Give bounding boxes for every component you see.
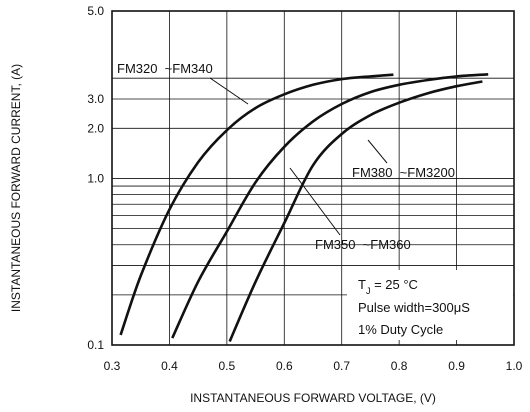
plot-frame <box>111 10 515 346</box>
curve-fm380-fm3200 <box>228 80 483 343</box>
y-tick-label: 3.0 <box>87 92 104 106</box>
y-tick-label: 1.0 <box>87 171 104 185</box>
curve-layer <box>119 73 489 343</box>
x-tick-label: 0.7 <box>333 359 350 373</box>
grid-lines <box>112 11 514 345</box>
y-tick-label: 2.0 <box>87 121 104 135</box>
x-axis-label: INSTANTANEOUS FORWARD VOLTAGE, (V) <box>190 391 436 405</box>
label-fm350-fm360: FM350 ~FM360 <box>315 237 411 252</box>
y-tick-label: 0.1 <box>87 338 104 352</box>
x-tick-label: 0.3 <box>104 359 121 373</box>
tick-labels: 0.3 0.4 0.5 0.6 0.7 0.8 0.9 1.0 0.1 1.0 2.0 3.0 5.0 <box>87 4 522 373</box>
condition-temperature: TJ = 25 °C <box>358 277 418 296</box>
curve-fm350-fm360 <box>171 73 489 339</box>
x-tick-label: 0.8 <box>391 359 408 373</box>
label-leader-line <box>367 139 388 164</box>
y-tick-label: 5.0 <box>87 4 104 18</box>
condition-duty-cycle: 1% Duty Cycle <box>358 322 443 337</box>
conditions-box <box>347 270 513 340</box>
label-leader-line <box>209 77 249 105</box>
x-tick-label: 0.5 <box>219 359 236 373</box>
x-tick-label: 0.6 <box>276 359 293 373</box>
label-leader-line <box>289 167 341 236</box>
condition-pulse-width: Pulse width=300μS <box>358 300 470 315</box>
leader-lines <box>209 77 388 236</box>
y-axis-label: INSTANTANEOUS FORWARD CURRENT, (A) <box>9 64 23 312</box>
x-tick-label: 0.9 <box>448 359 465 373</box>
x-tick-label: 1.0 <box>506 359 523 373</box>
x-tick-label: 0.4 <box>161 359 178 373</box>
curve-fm320-fm340 <box>119 73 394 336</box>
label-fm320-fm340: FM320 ~FM340 <box>117 61 213 76</box>
label-fm380-fm3200: FM380 ~FM3200 <box>352 165 455 180</box>
